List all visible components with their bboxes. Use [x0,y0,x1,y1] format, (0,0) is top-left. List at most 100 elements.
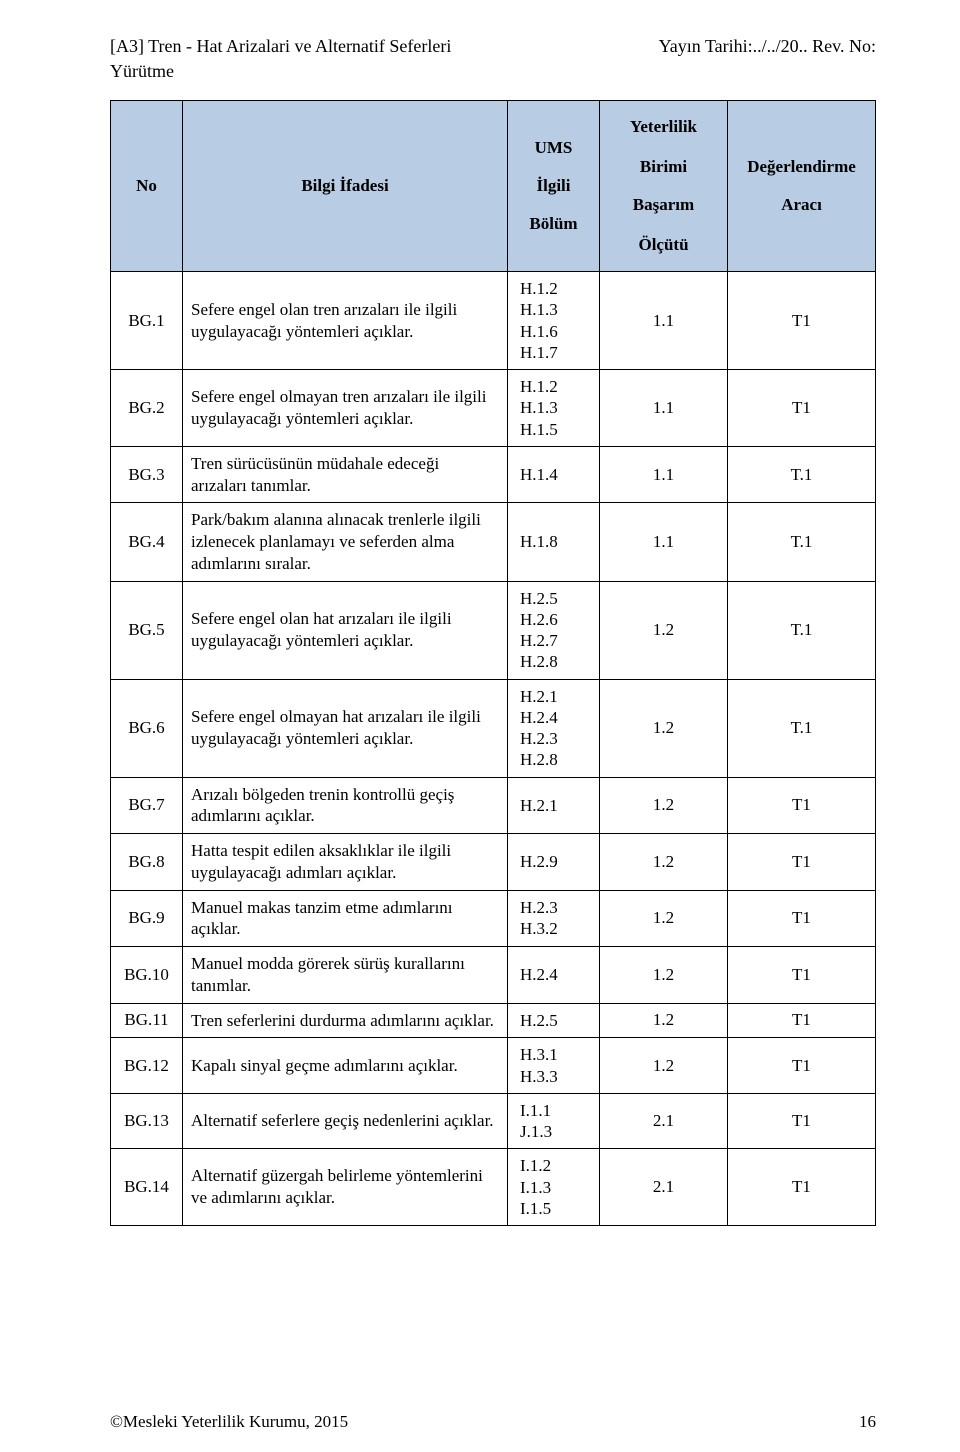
cell-bolum: H.2.5H.2.6H.2.7H.2.8 [508,581,600,679]
table-row: BG.4Park/bakım alanına alınacak trenlerl… [111,503,876,581]
cell-olcut: 2.1 [600,1093,728,1149]
doc-code-title: [A3] Tren - Hat Arizalari ve Alternatif … [110,36,451,57]
cell-bolum: H.2.5 [508,1003,600,1038]
cell-olcut: 1.2 [600,1038,728,1094]
cell-desc: Manuel makas tanzim etme adımlarını açık… [183,890,508,947]
table-row: BG.8Hatta tespit edilen aksaklıklar ile … [111,834,876,891]
cell-degerl: T1 [728,1038,876,1094]
cell-bolum: H.1.4 [508,446,600,503]
cell-desc: Tren seferlerini durdurma adımlarını açı… [183,1003,508,1038]
cell-no: BG.10 [111,947,183,1004]
cell-bolum: I.1.2I.1.3I.1.5 [508,1149,600,1226]
cell-degerl: T1 [728,947,876,1004]
footer: ©Mesleki Yeterlilik Kurumu, 2015 16 [110,1412,876,1432]
cell-desc: Manuel modda görerek sürüş kurallarını t… [183,947,508,1004]
th-olcut-bot1: Başarım [608,195,719,215]
th-olcut: Yeterlilik Birimi Başarım Ölçütü [600,101,728,272]
cell-degerl: T1 [728,834,876,891]
header-row: [A3] Tren - Hat Arizalari ve Alternatif … [110,36,876,57]
cell-desc: Kapalı sinyal geçme adımlarını açıklar. [183,1038,508,1094]
cell-bolum: H.2.1H.2.4H.2.3H.2.8 [508,679,600,777]
cell-no: BG.2 [111,370,183,447]
cell-no: BG.3 [111,446,183,503]
cell-bolum: H.1.2H.1.3H.1.6H.1.7 [508,272,600,370]
cell-desc: Tren sürücüsünün müdahale edeceği arızal… [183,446,508,503]
table-row: BG.9Manuel makas tanzim etme adımlarını … [111,890,876,947]
table-row: BG.13Alternatif seferlere geçiş nedenler… [111,1093,876,1149]
cell-no: BG.14 [111,1149,183,1226]
cell-bolum: H.2.9 [508,834,600,891]
cell-bolum: H.1.8 [508,503,600,581]
cell-desc: Sefere engel olan tren arızaları ile ilg… [183,272,508,370]
th-degerl-bot: Aracı [736,195,867,215]
cell-degerl: T1 [728,1149,876,1226]
cell-desc: Alternatif seferlere geçiş nedenlerini a… [183,1093,508,1149]
table-row: BG.12Kapalı sinyal geçme adımlarını açık… [111,1038,876,1094]
cell-desc: Park/bakım alanına alınacak trenlerle il… [183,503,508,581]
table-row: BG.14Alternatif güzergah belirleme yönte… [111,1149,876,1226]
cell-olcut: 1.2 [600,890,728,947]
cell-bolum: H.3.1H.3.3 [508,1038,600,1094]
th-no: No [111,101,183,272]
cell-olcut: 2.1 [600,1149,728,1226]
table-row: BG.3Tren sürücüsünün müdahale edeceği ar… [111,446,876,503]
cell-degerl: T1 [728,777,876,834]
footer-left: ©Mesleki Yeterlilik Kurumu, 2015 [110,1412,348,1432]
th-bolum-mid: İlgili [516,176,591,196]
cell-bolum: H.2.4 [508,947,600,1004]
cell-olcut: 1.2 [600,947,728,1004]
cell-degerl: T.1 [728,503,876,581]
cell-desc: Arızalı bölgeden trenin kontrollü geçiş … [183,777,508,834]
th-degerl: Değerlendirme Aracı [728,101,876,272]
table-row: BG.11Tren seferlerini durdurma adımların… [111,1003,876,1038]
table-body: BG.1Sefere engel olan tren arızaları ile… [111,272,876,1226]
th-bolum-bot: Bölüm [516,214,591,234]
table-head: No Bilgi İfadesi UMS İlgili Bölüm Yeterl… [111,101,876,272]
cell-degerl: T.1 [728,679,876,777]
doc-revision: Yayın Tarihi:../../20.. Rev. No: [659,36,876,57]
cell-bolum: H.2.3H.3.2 [508,890,600,947]
cell-bolum: I.1.1J.1.3 [508,1093,600,1149]
cell-no: BG.4 [111,503,183,581]
cell-degerl: T1 [728,1003,876,1038]
cell-no: BG.9 [111,890,183,947]
th-bolum-top: UMS [516,138,591,158]
cell-degerl: T1 [728,1093,876,1149]
cell-no: BG.8 [111,834,183,891]
cell-no: BG.1 [111,272,183,370]
cell-no: BG.7 [111,777,183,834]
cell-desc: Sefere engel olan hat arızaları ile ilgi… [183,581,508,679]
table-row: BG.6Sefere engel olmayan hat arızaları i… [111,679,876,777]
cell-degerl: T1 [728,272,876,370]
cell-olcut: 1.1 [600,446,728,503]
th-olcut-bot2: Ölçütü [608,235,719,255]
doc-subtitle: Yürütme [110,61,876,82]
cell-olcut: 1.2 [600,679,728,777]
cell-no: BG.5 [111,581,183,679]
table-row: BG.5Sefere engel olan hat arızaları ile … [111,581,876,679]
cell-degerl: T.1 [728,446,876,503]
footer-page-number: 16 [859,1412,876,1432]
cell-olcut: 1.2 [600,834,728,891]
cell-olcut: 1.1 [600,370,728,447]
cell-degerl: T1 [728,890,876,947]
cell-olcut: 1.2 [600,1003,728,1038]
cell-desc: Sefere engel olmayan tren arızaları ile … [183,370,508,447]
th-degerl-top: Değerlendirme [736,157,867,177]
cell-no: BG.6 [111,679,183,777]
cell-desc: Hatta tespit edilen aksaklıklar ile ilgi… [183,834,508,891]
table-row: BG.10Manuel modda görerek sürüş kurallar… [111,947,876,1004]
cell-olcut: 1.1 [600,272,728,370]
cell-olcut: 1.2 [600,581,728,679]
page: [A3] Tren - Hat Arizalari ve Alternatif … [0,0,960,1452]
table-row: BG.1Sefere engel olan tren arızaları ile… [111,272,876,370]
cell-no: BG.12 [111,1038,183,1094]
table-row: BG.2Sefere engel olmayan tren arızaları … [111,370,876,447]
th-olcut-top: Yeterlilik [608,117,719,137]
th-olcut-mid: Birimi [608,157,719,177]
cell-olcut: 1.2 [600,777,728,834]
cell-desc: Sefere engel olmayan hat arızaları ile i… [183,679,508,777]
cell-desc: Alternatif güzergah belirleme yöntemleri… [183,1149,508,1226]
cell-no: BG.13 [111,1093,183,1149]
cell-degerl: T.1 [728,581,876,679]
